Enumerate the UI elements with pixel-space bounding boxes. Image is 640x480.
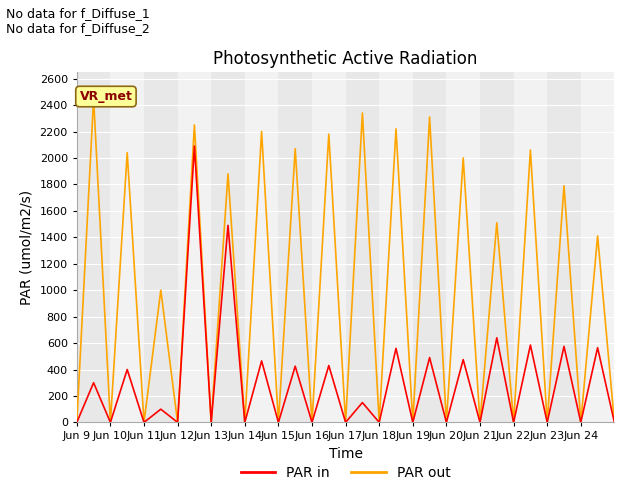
X-axis label: Time: Time — [328, 447, 363, 461]
Bar — [245, 72, 278, 422]
Title: Photosynthetic Active Radiation: Photosynthetic Active Radiation — [213, 49, 478, 68]
Bar — [480, 72, 514, 422]
Bar — [144, 72, 178, 422]
Bar — [111, 72, 144, 422]
Bar — [346, 72, 380, 422]
Bar — [312, 72, 346, 422]
Bar — [380, 72, 413, 422]
Bar — [178, 72, 211, 422]
Legend: PAR in, PAR out: PAR in, PAR out — [235, 460, 456, 480]
Y-axis label: PAR (umol/m2/s): PAR (umol/m2/s) — [20, 190, 34, 305]
Bar — [514, 72, 547, 422]
Text: VR_met: VR_met — [79, 90, 132, 103]
Bar — [413, 72, 447, 422]
Bar — [447, 72, 480, 422]
Text: No data for f_Diffuse_1: No data for f_Diffuse_1 — [6, 7, 150, 20]
Bar — [278, 72, 312, 422]
Bar — [211, 72, 244, 422]
Bar — [581, 72, 614, 422]
Text: No data for f_Diffuse_2: No data for f_Diffuse_2 — [6, 22, 150, 35]
Bar — [77, 72, 111, 422]
Bar — [547, 72, 581, 422]
